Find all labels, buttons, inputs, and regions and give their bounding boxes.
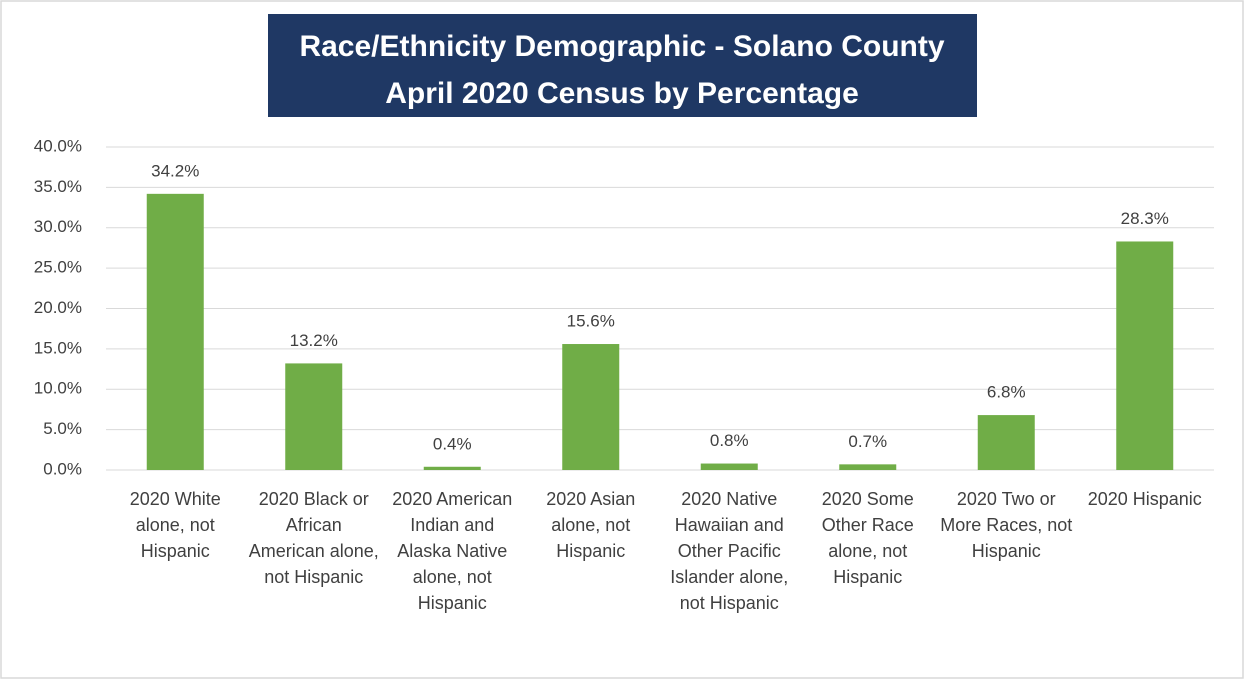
bar <box>1116 241 1174 470</box>
data-label: 15.6% <box>567 312 615 331</box>
data-label: 34.2% <box>151 161 199 180</box>
y-tick-label: 25.0% <box>34 258 82 277</box>
data-label: 28.3% <box>1121 209 1169 228</box>
y-tick-label: 0.0% <box>43 459 82 478</box>
y-tick-label: 30.0% <box>34 217 82 236</box>
x-tick-label: 2020 Native Hawaiian and Other Pacific I… <box>670 489 789 613</box>
x-tick-label: 2020 Black or African American alone, no… <box>248 489 379 587</box>
bar <box>839 464 897 470</box>
x-tick-label: 2020 White alone, not Hispanic <box>129 489 221 561</box>
chart-title: April 2020 Census by Percentage <box>385 77 859 110</box>
x-tick-label: 2020 American Indian and Alaska Native a… <box>392 489 513 613</box>
x-tick-label: 2020 Some Other Race alone, not Hispanic <box>821 489 914 587</box>
data-label: 0.8% <box>710 431 749 450</box>
y-tick-label: 40.0% <box>34 136 82 155</box>
bar <box>977 415 1035 470</box>
bar <box>285 363 343 470</box>
data-label: 13.2% <box>290 331 338 350</box>
y-tick-label: 5.0% <box>43 419 82 438</box>
data-label: 0.4% <box>433 434 472 453</box>
bar <box>562 344 620 470</box>
x-tick-label: 2020 Hispanic <box>1087 489 1202 509</box>
title-box <box>268 14 977 117</box>
x-tick-label: 2020 Asian alone, not Hispanic <box>546 489 636 561</box>
y-tick-label: 35.0% <box>34 177 82 196</box>
bar <box>146 193 204 470</box>
data-label: 6.8% <box>987 383 1026 402</box>
y-tick-label: 20.0% <box>34 298 82 317</box>
data-label: 0.7% <box>848 432 887 451</box>
bar <box>423 466 481 470</box>
y-tick-label: 10.0% <box>34 379 82 398</box>
x-tick-label: 2020 Two or More Races, not Hispanic <box>940 489 1073 561</box>
y-tick-label: 15.0% <box>34 338 82 357</box>
bar <box>700 463 758 470</box>
chart-title: Race/Ethnicity Demographic - Solano Coun… <box>299 30 944 63</box>
